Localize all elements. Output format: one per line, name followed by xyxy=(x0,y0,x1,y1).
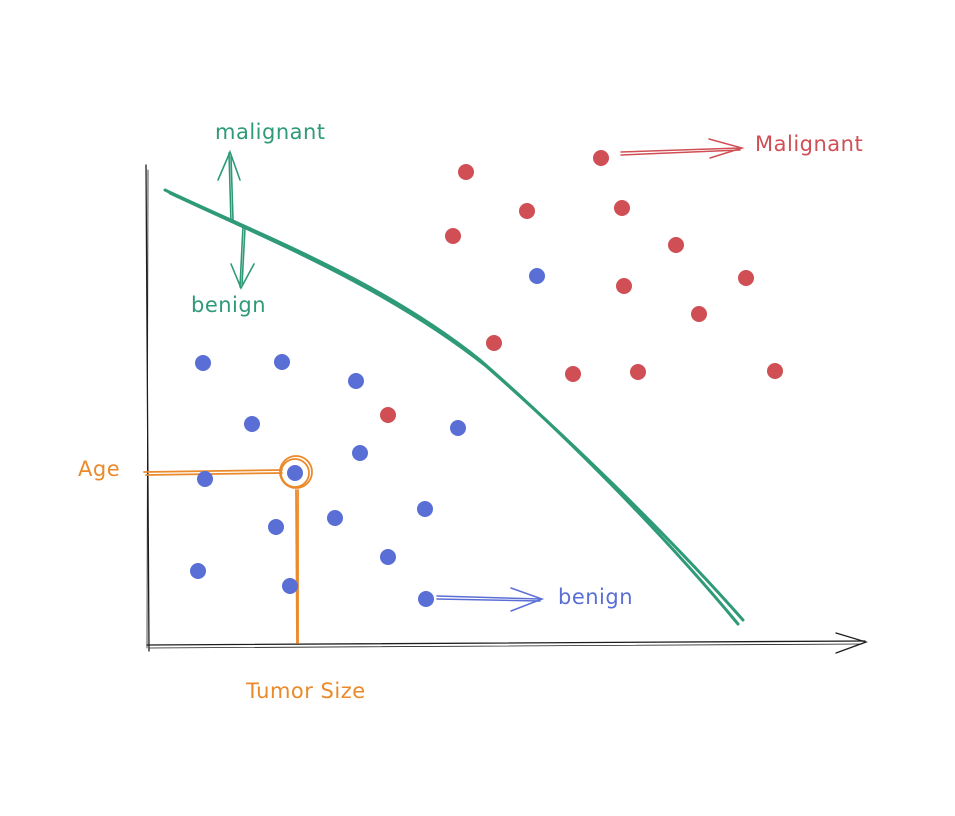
boundary-side-arrows xyxy=(217,149,255,290)
benign-point-15 xyxy=(282,578,298,594)
label-malignant-class: Malignant xyxy=(755,132,863,156)
benign-point-7 xyxy=(352,445,368,461)
size-guide-line xyxy=(295,489,298,644)
arrow-up-head xyxy=(217,149,241,181)
boundary-curve-b xyxy=(168,191,745,622)
arrow-down-shaft2 xyxy=(241,227,246,286)
boundary-curve-a xyxy=(163,188,740,626)
benign-point-6 xyxy=(450,420,466,436)
malignant-point-1 xyxy=(458,164,474,180)
label-malignant-side: malignant xyxy=(215,120,326,144)
benign-point-13 xyxy=(380,549,396,565)
malignant-point-14 xyxy=(380,407,396,423)
x-axis xyxy=(146,640,866,646)
benign-point-14 xyxy=(190,563,206,579)
malignant-point-3 xyxy=(519,203,535,219)
benign-point-2 xyxy=(195,355,211,371)
benign-point-16 xyxy=(418,591,434,607)
benign-point-9 xyxy=(287,465,303,481)
highlight-ring2 xyxy=(280,458,310,488)
y-axis-label: Age xyxy=(78,457,120,481)
malignant-point-9 xyxy=(691,306,707,322)
malignant-point-2 xyxy=(593,150,609,166)
label-benign-side: benign xyxy=(191,293,266,317)
malignant-point-8 xyxy=(738,270,754,286)
malignant-point-13 xyxy=(767,363,783,379)
arrow-down-shaft xyxy=(239,225,244,288)
arrow-up-shaft xyxy=(228,152,232,223)
x-axis-stroke2 xyxy=(149,643,863,649)
label-benign-class: benign xyxy=(558,585,633,609)
age-guide-line2 xyxy=(145,472,283,476)
benign-point-1 xyxy=(529,268,545,284)
highlight-guides xyxy=(143,455,313,644)
malignant-point-10 xyxy=(486,335,502,351)
malignant-point-12 xyxy=(630,364,646,380)
y-axis-stroke2 xyxy=(146,169,149,649)
benign-point-11 xyxy=(327,510,343,526)
malignant-annotation-arrow xyxy=(620,138,745,159)
axes xyxy=(145,164,869,654)
benign-point-12 xyxy=(417,501,433,517)
x-axis-label: Tumor Size xyxy=(245,679,366,703)
benign-point-3 xyxy=(274,354,290,370)
benign-point-10 xyxy=(268,519,284,535)
decision-boundary xyxy=(163,188,745,626)
malignant-point-7 xyxy=(616,278,632,294)
benign-point-8 xyxy=(197,471,213,487)
highlight-ring xyxy=(279,455,313,489)
malignant-point-5 xyxy=(445,228,461,244)
age-guide-line xyxy=(143,469,283,473)
arrow-down-head xyxy=(230,263,255,290)
malignant-point-4 xyxy=(614,200,630,216)
benign-point-4 xyxy=(348,373,364,389)
benign-point-5 xyxy=(244,416,260,432)
malignant-point-6 xyxy=(668,237,684,253)
data-points xyxy=(190,150,783,607)
arrow-up-shaft2 xyxy=(230,155,234,221)
malignant-point-11 xyxy=(565,366,581,382)
x-axis-arrowhead xyxy=(835,632,869,654)
benign-annotation-arrow xyxy=(436,587,545,612)
